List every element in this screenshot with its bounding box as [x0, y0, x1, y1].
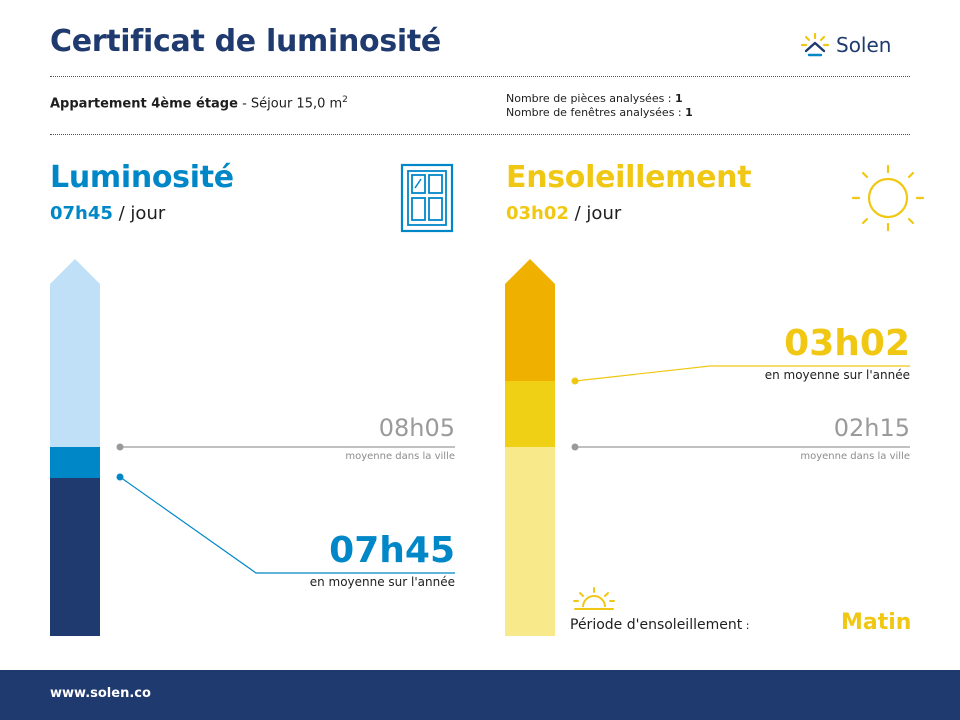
luminosite-value-line — [119, 476, 455, 574]
brand-logo: Solen — [800, 32, 891, 58]
apartment-info: Appartement 4ème étage - Séjour 15,0 m2 — [50, 95, 348, 111]
luminosite-bar-light — [50, 259, 100, 447]
rooms-count-value: 1 — [675, 92, 683, 105]
luminosite-daily-value: 07h45 — [50, 203, 113, 224]
luminosite-bar-accent — [50, 447, 100, 478]
ensoleillement-value-line — [574, 365, 910, 382]
brand-name: Solen — [836, 33, 892, 57]
separator-top — [50, 76, 910, 77]
ensoleillement-city-value: 02h15 — [833, 414, 910, 442]
periode-label-colon: : — [742, 619, 750, 632]
ensoleillement-unit: / jour — [568, 203, 622, 224]
analysis-counts: Nombre de pièces analysées : 1 Nombre de… — [506, 92, 693, 120]
sunrise-icon — [573, 587, 615, 610]
ensoleillement-bar-mid — [505, 381, 555, 447]
ensoleillement-title: Ensoleillement — [506, 160, 752, 195]
room-info: - Séjour 15,0 m — [237, 96, 343, 112]
ensoleillement-annual-caption: en moyenne sur l'année — [764, 368, 910, 382]
periode-label: Période d'ensoleillement : — [570, 617, 749, 633]
windows-count-value: 1 — [685, 106, 693, 119]
sun-icon — [851, 164, 925, 232]
solen-logo-icon — [800, 32, 830, 57]
rooms-count-label: Nombre de pièces analysées : — [506, 92, 676, 105]
window-icon — [400, 163, 454, 233]
windows-count: Nombre de fenêtres analysées : 1 — [506, 106, 693, 120]
periode-value: Matin — [841, 610, 912, 635]
ensoleillement-chart — [505, 259, 910, 636]
ensoleillement-bar-top — [505, 259, 555, 381]
rooms-count: Nombre de pièces analysées : 1 — [506, 92, 693, 106]
luminosite-city-caption: moyenne dans la ville — [345, 451, 455, 462]
periode-label-text: Période d'ensoleillement — [570, 617, 743, 633]
luminosite-bar-dark — [50, 478, 100, 636]
ensoleillement-subtitle: 03h02 / jour — [506, 203, 621, 224]
ensoleillement-city-caption: moyenne dans la ville — [800, 451, 910, 462]
apartment-name: Appartement 4ème étage — [50, 96, 238, 112]
ensoleillement-daily-value: 03h02 — [506, 203, 569, 224]
luminosite-annual-caption: en moyenne sur l'année — [309, 575, 455, 589]
ensoleillement-annual-value: 03h02 — [784, 323, 910, 364]
footer-link[interactable]: www.solen.co — [50, 686, 151, 701]
luminosite-unit: / jour — [112, 203, 166, 224]
ensoleillement-bar-low — [505, 447, 555, 636]
separator-middle — [50, 134, 910, 135]
room-unit-exponent: 2 — [342, 95, 348, 105]
luminosite-title: Luminosité — [50, 160, 234, 195]
windows-count-label: Nombre de fenêtres analysées : — [506, 106, 686, 119]
page-title: Certificat de luminosité — [50, 24, 441, 59]
luminosite-city-value: 08h05 — [378, 414, 455, 442]
luminosite-chart — [50, 259, 455, 636]
footer-bar — [0, 670, 960, 720]
luminosite-subtitle: 07h45 / jour — [50, 203, 165, 224]
luminosite-annual-value: 07h45 — [329, 530, 455, 571]
